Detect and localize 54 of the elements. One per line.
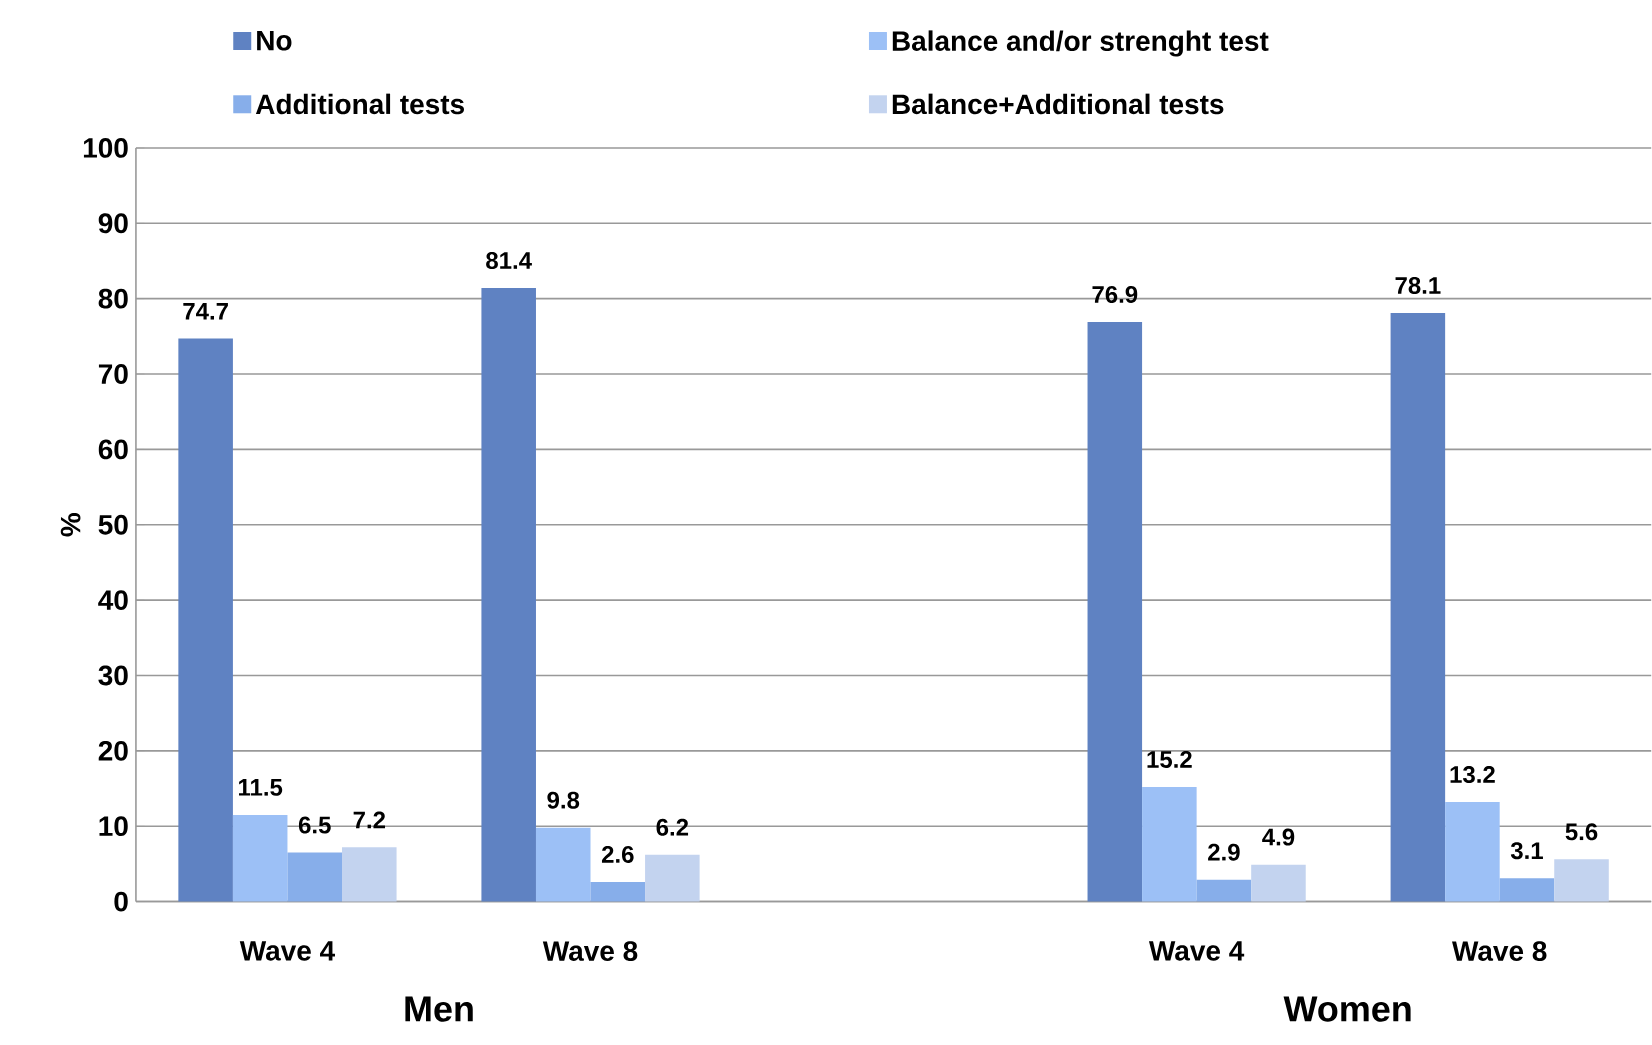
y-tick-label: 40 [98,590,128,611]
y-tick-label: 90 [98,213,128,234]
data-label: 4.9 [1262,828,1295,846]
legend-label: Balance+Additional tests [892,93,1224,115]
bar [645,855,700,902]
data-label: 2.6 [601,846,634,864]
bar [232,815,288,902]
legend-label: Balance and/or strenght test [892,30,1269,57]
data-label: 15.2 [1147,751,1192,769]
bar [287,852,343,902]
x-tick-label: Wave 8 [542,941,638,962]
x-tick-label: Wave 4 [1148,941,1245,961]
bar [1087,322,1143,902]
bar [590,882,646,902]
bar [178,338,233,902]
bar [1390,313,1446,902]
legend-label: No [257,31,292,51]
bar [1554,859,1609,902]
data-label: 3.1 [1510,842,1543,860]
data-label: 2.9 [1208,843,1240,861]
text: Women [1283,996,1411,1022]
y-tick-label: 0 [114,891,128,912]
y-tick-label: 70 [98,364,128,385]
data-label: 74.7 [183,303,228,320]
bar [1251,864,1306,902]
y-axis-title: % [60,513,81,537]
bar [1142,787,1197,902]
data-label: 9.8 [547,791,580,809]
bar [1499,878,1555,902]
bar [535,827,591,902]
data-label: 6.2 [656,819,689,837]
y-tick-label: 80 [98,288,128,309]
y-tick-label: 30 [98,665,128,686]
data-label: 76.9 [1092,286,1138,304]
data-label: 13.2 [1450,766,1495,784]
legend-label: Additional tests [255,93,464,115]
data-label: 6.5 [298,816,331,834]
data-label: 7.2 [353,811,386,829]
bar [481,288,536,902]
data-label: 81.4 [486,252,532,270]
y-tick-label: 100 [83,138,128,159]
bar [1196,879,1252,902]
bar [1445,802,1500,902]
data-label: 11.5 [239,779,283,797]
y-tick-label: 60 [98,439,128,460]
data-label: 78.1 [1395,277,1441,295]
bar [342,847,397,902]
y-tick-label: 20 [98,741,128,762]
data-label: 5.6 [1565,823,1598,841]
y-tick-label: 50 [98,515,128,535]
x-tick-label: Wave 8 [1452,941,1547,962]
y-tick-label: 10 [99,816,128,837]
text: Men [405,996,473,1022]
x-tick-label: Wave 4 [239,941,335,961]
